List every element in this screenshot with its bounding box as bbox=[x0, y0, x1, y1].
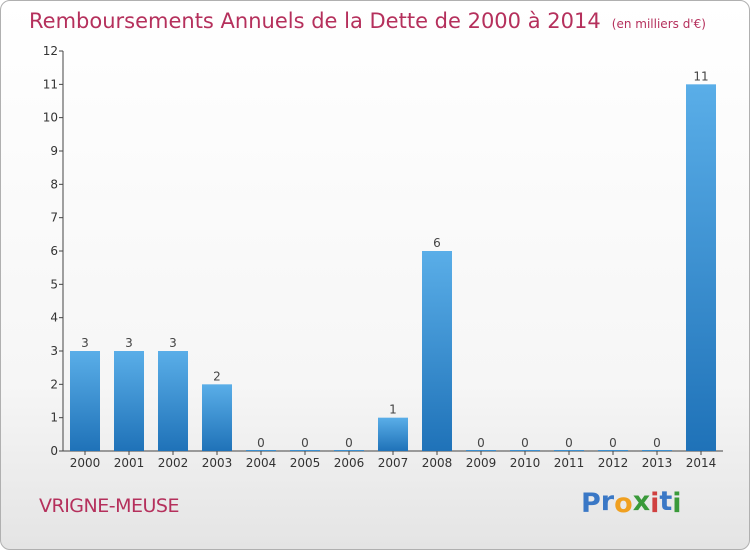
data-label: 0 bbox=[609, 436, 617, 450]
x-tick-label: 2004 bbox=[246, 456, 277, 470]
logo-letter: r bbox=[600, 486, 615, 517]
bars bbox=[70, 84, 716, 451]
bar-2012 bbox=[598, 450, 628, 451]
x-tick-label: 2002 bbox=[158, 456, 189, 470]
data-label: 2 bbox=[213, 369, 221, 383]
title-main: Remboursements Annuels de la Dette de 20… bbox=[29, 9, 601, 33]
x-tick-label: 2007 bbox=[378, 456, 409, 470]
x-tick-label: 2001 bbox=[114, 456, 145, 470]
bar-2004 bbox=[246, 450, 276, 451]
data-label: 0 bbox=[345, 436, 353, 450]
x-tick-label: 2011 bbox=[554, 456, 585, 470]
x-tick-label: 2005 bbox=[290, 456, 321, 470]
bar-2001 bbox=[114, 351, 144, 451]
data-label: 0 bbox=[653, 436, 661, 450]
data-labels: 3 3 3 2 0 0 0 1 6 0 0 0 0 0 11 bbox=[81, 69, 708, 450]
bar-2007 bbox=[378, 417, 408, 451]
bar-2008 bbox=[422, 251, 452, 451]
x-tick-label: 2010 bbox=[510, 456, 541, 470]
logo-letter: P bbox=[581, 488, 601, 519]
proxiti-logo[interactable]: Proxiti bbox=[581, 486, 682, 519]
bar-2000 bbox=[70, 351, 100, 451]
y-tick-label: 8 bbox=[50, 177, 58, 191]
x-tick-label: 2012 bbox=[598, 456, 629, 470]
x-tick-label: 2014 bbox=[686, 456, 717, 470]
y-tick-label: 10 bbox=[43, 111, 58, 125]
y-tick-label: 3 bbox=[50, 344, 58, 358]
x-tick-label: 2009 bbox=[466, 456, 497, 470]
data-label: 0 bbox=[565, 436, 573, 450]
data-label: 0 bbox=[301, 436, 309, 450]
logo-letter: o bbox=[614, 488, 633, 519]
y-tick-label: 4 bbox=[50, 311, 58, 325]
bar-2011 bbox=[554, 450, 584, 451]
title-unit: (en milliers d'€) bbox=[611, 17, 706, 31]
commune-name: VRIGNE-MEUSE bbox=[39, 495, 179, 517]
chart-title: Remboursements Annuels de la Dette de 20… bbox=[29, 9, 706, 33]
bar-2005 bbox=[290, 450, 320, 451]
y-tick-label: 7 bbox=[50, 211, 58, 225]
y-tick-label: 11 bbox=[43, 77, 58, 91]
x-tick-label: 2000 bbox=[70, 456, 101, 470]
data-label: 3 bbox=[169, 336, 177, 350]
data-label: 3 bbox=[81, 336, 89, 350]
data-label: 3 bbox=[125, 336, 133, 350]
logo-letter: i bbox=[650, 488, 660, 519]
x-tick-label: 2006 bbox=[334, 456, 365, 470]
bar-2014 bbox=[686, 84, 716, 451]
bar-2002 bbox=[158, 351, 188, 451]
bar-2006 bbox=[334, 450, 364, 451]
data-label: 6 bbox=[433, 236, 441, 250]
bar-2003 bbox=[202, 384, 232, 451]
y-tick-label: 6 bbox=[50, 244, 58, 258]
bar-2009 bbox=[466, 450, 496, 451]
y-tick-label: 9 bbox=[50, 144, 58, 158]
x-tick-label: 2008 bbox=[422, 456, 453, 470]
logo-letter: x bbox=[632, 486, 651, 517]
y-tick-label: 0 bbox=[50, 444, 58, 458]
logo-letter: t bbox=[659, 486, 673, 517]
data-label: 0 bbox=[521, 436, 529, 450]
logo-letter: i bbox=[672, 488, 682, 519]
y-tick-label: 12 bbox=[43, 44, 58, 58]
x-tick-label: 2003 bbox=[202, 456, 233, 470]
data-label: 11 bbox=[693, 69, 708, 83]
data-label: 0 bbox=[477, 436, 485, 450]
y-tick-label: 5 bbox=[50, 277, 58, 291]
x-tick-label: 2013 bbox=[642, 456, 673, 470]
y-tick-label: 1 bbox=[50, 411, 58, 425]
bar-2010 bbox=[510, 450, 540, 451]
y-tick-label: 2 bbox=[50, 377, 58, 391]
data-label: 0 bbox=[257, 436, 265, 450]
data-label: 1 bbox=[389, 403, 397, 417]
bar-2013 bbox=[642, 450, 672, 451]
